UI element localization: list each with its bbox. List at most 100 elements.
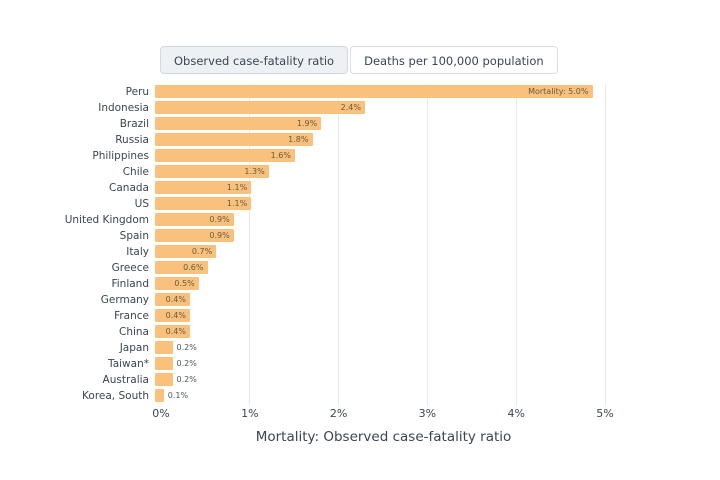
gridline [249, 84, 251, 405]
bar[interactable] [155, 357, 173, 370]
bar-row: Philippines 1.6% [0, 148, 720, 164]
bar[interactable]: 1.1% [155, 197, 252, 210]
category-label: US [134, 198, 149, 210]
gridline [515, 84, 517, 405]
tab-case-fatality-ratio[interactable]: Observed case-fatality ratio [160, 46, 349, 74]
category-label: Canada [109, 182, 149, 194]
bar-row: Germany 0.4% [0, 292, 720, 308]
bar-track: Mortality: 5.0% [155, 84, 600, 100]
bar-row: Australia 0.2% [0, 372, 720, 388]
bar[interactable] [155, 389, 164, 402]
plot-grid [161, 84, 606, 405]
category-label: Germany [100, 294, 149, 306]
bar-value-label: 1.9% [296, 119, 318, 128]
bar-row: United Kingdom 0.9% [0, 212, 720, 228]
bar-value-label: 1.6% [270, 151, 291, 160]
bar-row: China 0.4% [0, 324, 720, 340]
bar-value-label: 1.8% [288, 135, 309, 144]
category-label: Russia [115, 134, 149, 146]
bar-row: Greece 0.6% [0, 260, 720, 276]
bar[interactable]: 0.4% [155, 309, 190, 322]
x-tick-label: 0% [152, 407, 170, 420]
bar[interactable]: Mortality: 5.0% [155, 85, 593, 98]
x-tick-label: 4% [507, 407, 525, 420]
bar-track: 0.4% [155, 308, 600, 324]
bar-row: Peru Mortality: 5.0% [0, 84, 720, 100]
bar-row: Spain 0.9% [0, 228, 720, 244]
bar-row: France 0.4% [0, 308, 720, 324]
bar-track: 0.7% [155, 244, 600, 260]
category-label: United Kingdom [64, 214, 149, 226]
bar-track: 1.8% [155, 132, 600, 148]
bar-value-label: 1.3% [244, 167, 265, 176]
bar-value-label: 0.2% [176, 375, 197, 384]
category-label: Italy [126, 246, 149, 258]
bar-chart: Peru Mortality: 5.0% Indonesia 2.4% Brazil 1.… [0, 84, 720, 404]
bar-track: 1.1% [155, 196, 600, 212]
gridline [338, 84, 340, 405]
bar-track: 1.6% [155, 148, 600, 164]
bar-value-label: 0.2% [176, 359, 197, 368]
category-label: Brazil [119, 118, 149, 130]
bar-row: Taiwan* 0.2% [0, 356, 720, 372]
bar[interactable]: 1.6% [155, 149, 295, 162]
bar[interactable]: 0.6% [155, 261, 208, 274]
bar-row: Indonesia 2.4% [0, 100, 720, 116]
bar-value-label: 0.7% [191, 247, 213, 256]
bar-value-label: 1.1% [226, 199, 248, 208]
bar-track: 1.1% [155, 180, 600, 196]
bar-track: 0.1% [155, 388, 600, 404]
bar[interactable]: 1.9% [155, 117, 322, 130]
x-tick-label: 1% [241, 407, 259, 420]
bar[interactable]: 2.4% [155, 101, 365, 114]
view-tabs: Observed case-fatality ratio Deaths per … [160, 46, 558, 74]
bar-value-label: Mortality: 5.0% [528, 87, 589, 96]
x-tick-label: 3% [418, 407, 437, 420]
bar[interactable] [155, 373, 173, 386]
x-tick-label: 5% [596, 407, 614, 420]
bar-row: Chile 1.3% [0, 164, 720, 180]
bar-value-label: 0.9% [209, 231, 230, 240]
category-label: Japan [119, 342, 149, 354]
bar[interactable]: 0.7% [155, 245, 217, 258]
x-axis-ticks: 0% 1% 2% 3% 4% 5% [152, 407, 613, 421]
bar-value-label: 0.4% [165, 311, 186, 320]
bar-value-label: 0.1% [167, 391, 189, 400]
bar-track: 0.2% [155, 372, 600, 388]
category-label: Finland [111, 278, 149, 290]
bar-value-label: 1.1% [226, 183, 248, 192]
category-label: Spain [119, 230, 149, 242]
gridline [604, 84, 606, 405]
category-label: Indonesia [98, 102, 149, 114]
category-label: Greece [111, 262, 149, 274]
bar[interactable] [155, 341, 173, 354]
bar[interactable]: 1.1% [155, 181, 252, 194]
bar-track: 0.5% [155, 276, 600, 292]
x-axis-title: Mortality: Observed case-fatality ratio [255, 429, 512, 445]
tab-deaths-per-100k[interactable]: Deaths per 100,000 population [350, 46, 558, 74]
bar-track: 0.9% [155, 228, 600, 244]
bar[interactable]: 0.9% [155, 229, 234, 242]
bar-track: 0.2% [155, 340, 600, 356]
category-label: Peru [125, 86, 149, 98]
category-label: Korea, South [82, 390, 149, 402]
bar[interactable]: 0.4% [155, 293, 190, 306]
bar[interactable]: 1.8% [155, 133, 313, 146]
bar-track: 0.9% [155, 212, 600, 228]
category-label: China [119, 326, 149, 338]
category-label: Taiwan* [108, 358, 149, 370]
bar-track: 1.9% [155, 116, 600, 132]
bar[interactable]: 0.9% [155, 213, 234, 226]
bar[interactable]: 0.5% [155, 277, 199, 290]
bar-row: Brazil 1.9% [0, 116, 720, 132]
category-label: Philippines [92, 150, 149, 162]
bar-track: 0.2% [155, 356, 600, 372]
bar[interactable]: 0.4% [155, 325, 190, 338]
bar-value-label: 2.4% [340, 103, 361, 112]
bar[interactable]: 1.3% [155, 165, 269, 178]
bar-track: 1.3% [155, 164, 600, 180]
bar-row: Italy 0.7% [0, 244, 720, 260]
bar-row: Finland 0.5% [0, 276, 720, 292]
bar-track: 0.4% [155, 324, 600, 340]
bar-row: Canada 1.1% [0, 180, 720, 196]
